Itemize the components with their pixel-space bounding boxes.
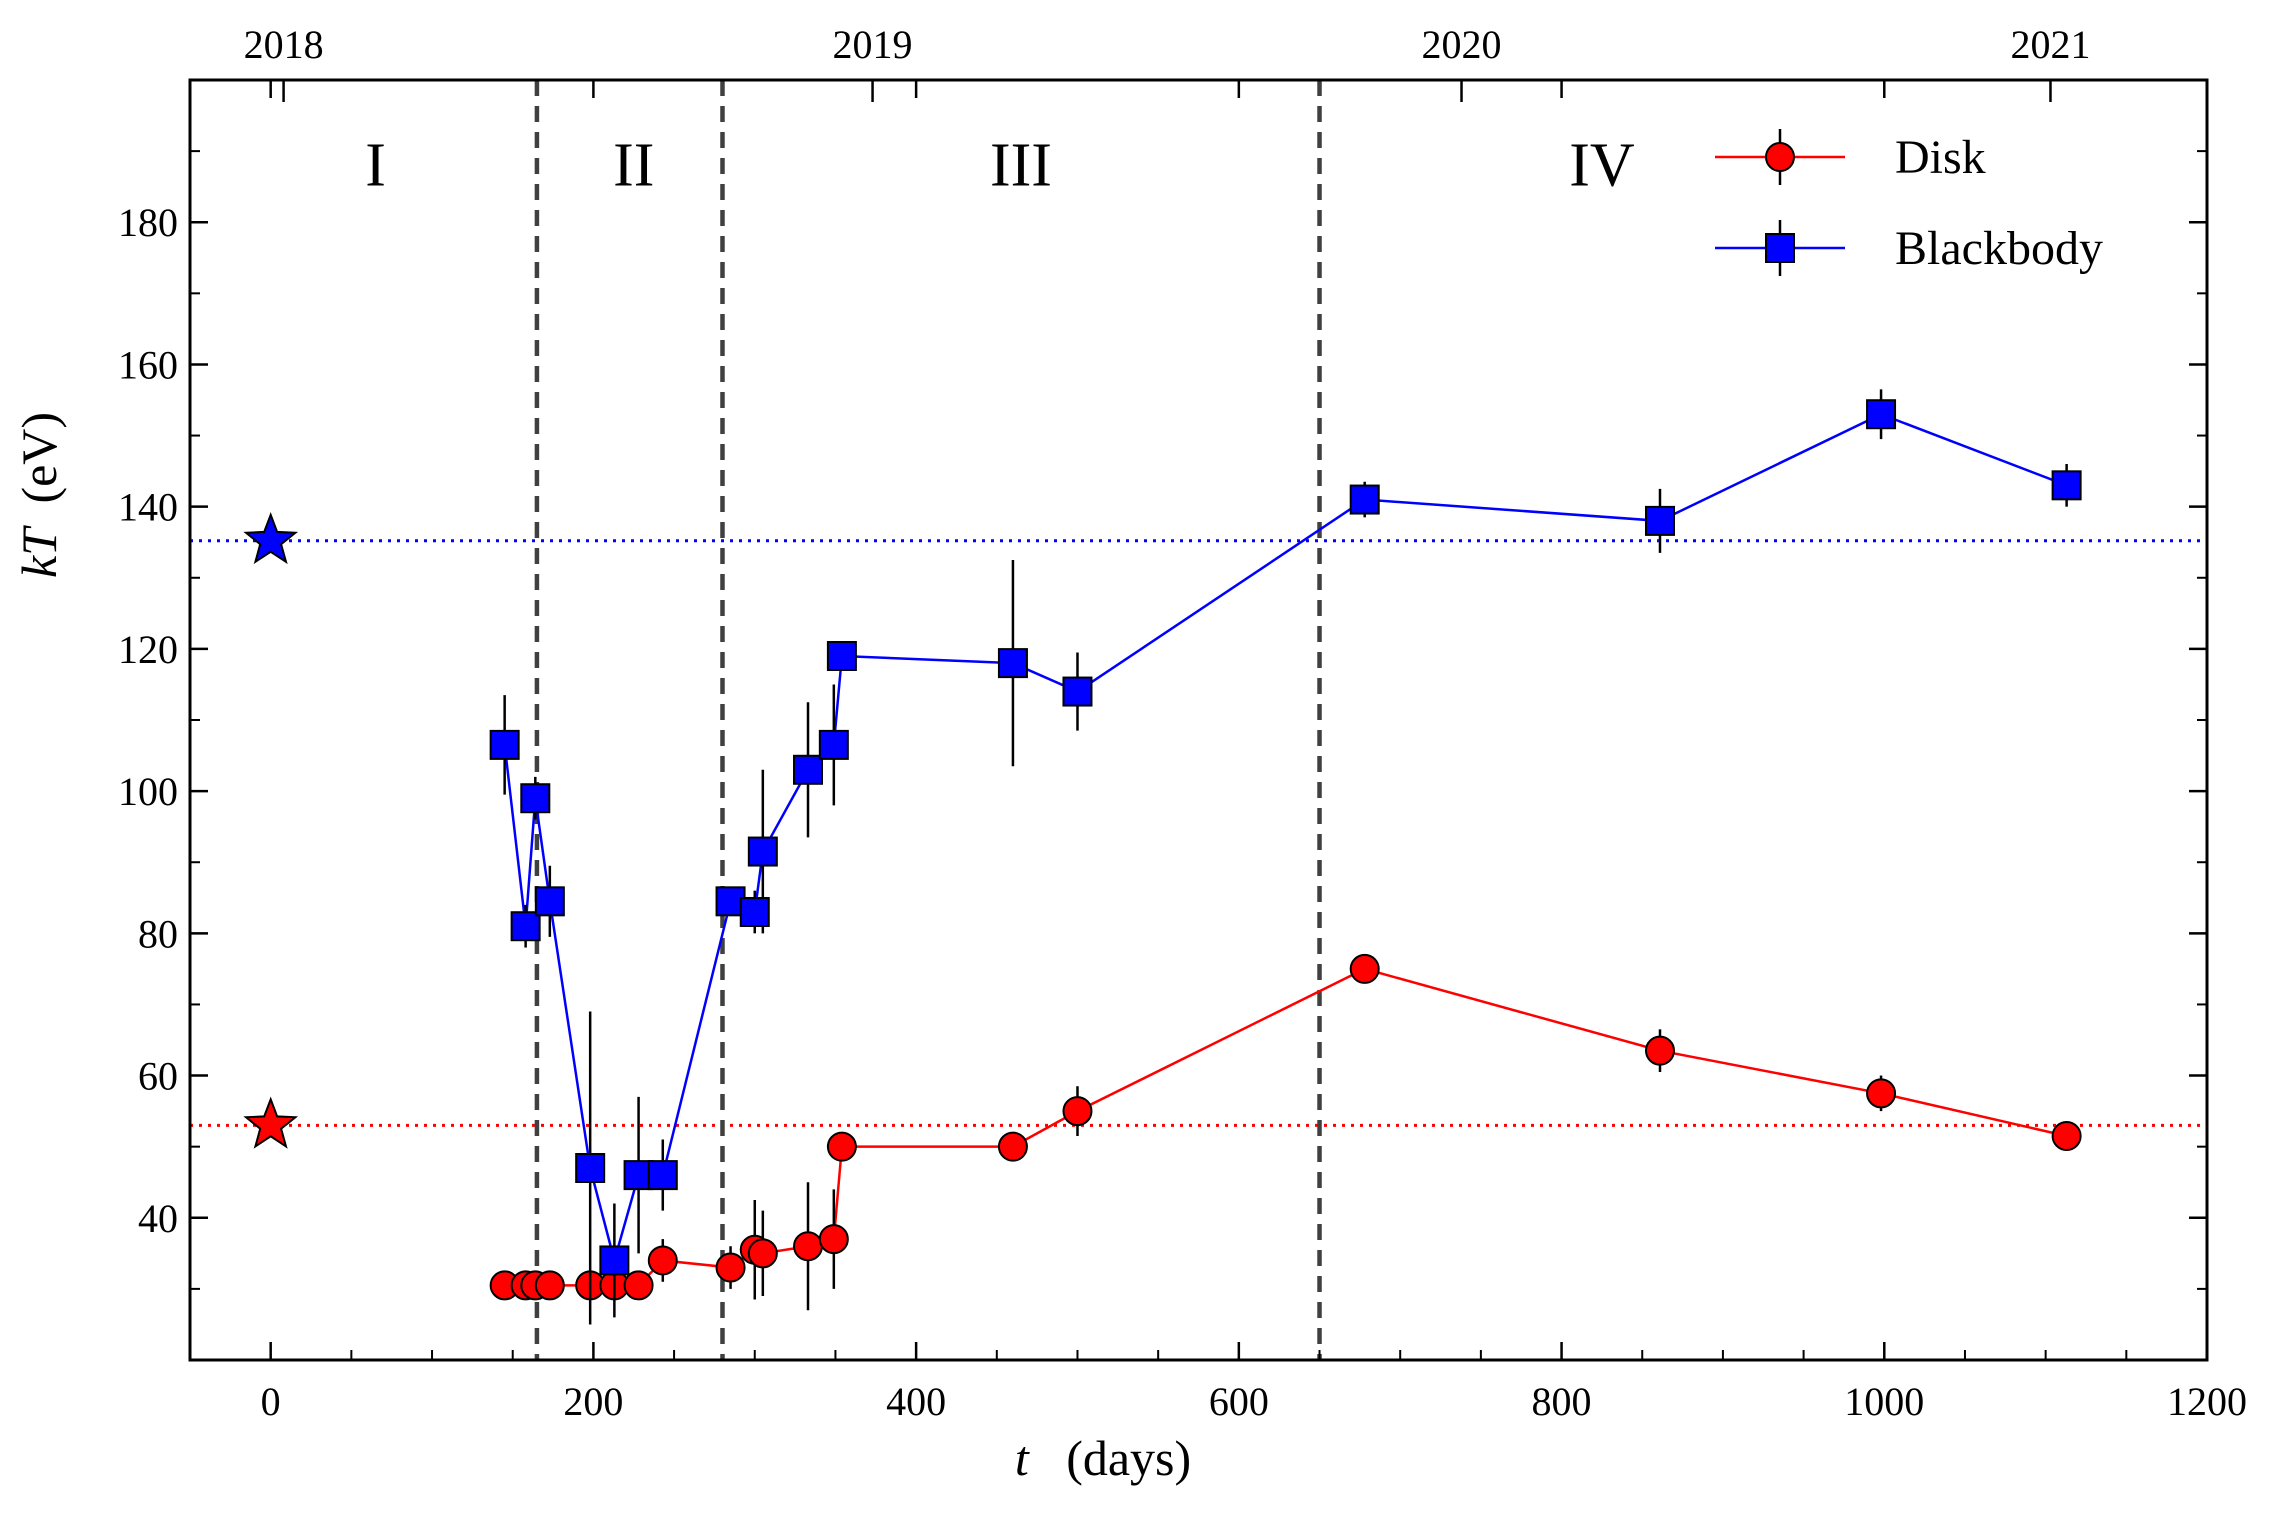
data-point	[997, 648, 1028, 679]
data-point	[520, 783, 551, 814]
data-point	[1644, 505, 1675, 536]
reference-star-0	[243, 511, 299, 565]
series-layer	[243, 389, 2082, 1325]
reference-star-1	[243, 1096, 299, 1149]
data-point	[818, 729, 849, 760]
data-point	[489, 729, 520, 760]
series-blackbody	[489, 389, 2082, 1325]
x-tick-label: 0	[261, 1379, 281, 1424]
year-label: 2021	[2010, 22, 2090, 67]
x-tick-label: 1200	[2167, 1379, 2247, 1424]
data-point	[2051, 470, 2082, 501]
phase-label: IV	[1569, 131, 1635, 199]
x-tick-label: 600	[1209, 1379, 1269, 1424]
data-point	[1349, 953, 1380, 984]
x-tick-label: 400	[886, 1379, 946, 1424]
y-tick-label: 160	[118, 342, 178, 387]
data-point	[647, 1245, 678, 1276]
phase-label: III	[990, 131, 1052, 199]
year-label: 2020	[1422, 22, 1502, 67]
x-axis-variable: t	[1015, 1430, 1030, 1486]
data-point	[793, 754, 824, 785]
data-point	[826, 1131, 857, 1162]
phase-label: II	[613, 131, 654, 199]
series-line	[503, 412, 2068, 1266]
series-line	[504, 967, 2067, 1287]
data-point	[647, 1160, 678, 1191]
phase-label: I	[365, 131, 386, 199]
legend-label: Blackbody	[1895, 222, 2103, 275]
data-point	[1349, 484, 1380, 515]
x-tick-label: 800	[1532, 1379, 1592, 1424]
legend-entry-blackbody: Blackbody	[1715, 220, 2103, 276]
y-tick-label: 40	[138, 1196, 178, 1241]
data-point	[510, 911, 541, 942]
data-point	[747, 1238, 778, 1269]
legend-entry-disk: Disk	[1715, 129, 1986, 185]
data-point	[2051, 1121, 2082, 1151]
y-tick-label: 120	[118, 627, 178, 672]
data-point	[1866, 1078, 1897, 1109]
y-tick-label: 80	[138, 911, 178, 956]
y-axis-variable: kT	[11, 525, 67, 578]
data-point	[1062, 676, 1093, 707]
data-point	[1644, 1035, 1675, 1066]
data-point	[575, 1153, 606, 1183]
data-point	[747, 836, 778, 867]
plot-area	[190, 80, 2207, 1360]
data-point	[534, 886, 565, 917]
data-point	[623, 1270, 654, 1301]
year-label: 2019	[833, 22, 913, 67]
data-point	[818, 1224, 849, 1255]
plot-frame	[188, 78, 2209, 1362]
legend-label: Disk	[1895, 131, 1986, 184]
y-tick-label: 100	[118, 769, 178, 814]
phase-annotations: I II III IV	[365, 131, 1635, 199]
data-point	[739, 897, 770, 927]
data-point	[826, 641, 857, 671]
data-point	[599, 1245, 630, 1276]
y-tick-label: 180	[118, 200, 178, 245]
legend-marker	[1765, 142, 1795, 172]
y-axis-unit: (eV)	[11, 412, 67, 504]
legend-marker	[1765, 233, 1795, 263]
y-axis-label: kT (eV)	[11, 412, 67, 578]
data-point	[534, 1270, 565, 1301]
data-point	[997, 1131, 1028, 1162]
axis-ticks: 0 200 400 600 800 1000 1200 40 60 80 100 120 140 160 1…	[118, 22, 2247, 1424]
x-axis-unit: (days)	[1066, 1430, 1191, 1486]
x-tick-label: 200	[563, 1379, 623, 1424]
year-label: 2018	[244, 22, 324, 67]
x-axis-label: t (days)	[1015, 1430, 1191, 1486]
y-tick-label: 60	[138, 1054, 178, 1099]
series-disk	[489, 953, 2082, 1311]
data-point	[1866, 399, 1897, 430]
x-tick-label: 1000	[1844, 1379, 1924, 1424]
data-point	[1062, 1096, 1093, 1127]
legend: Disk Blackbody	[1715, 129, 2103, 276]
data-point	[793, 1231, 824, 1262]
data-point	[715, 1252, 746, 1283]
y-tick-label: 140	[118, 485, 178, 530]
